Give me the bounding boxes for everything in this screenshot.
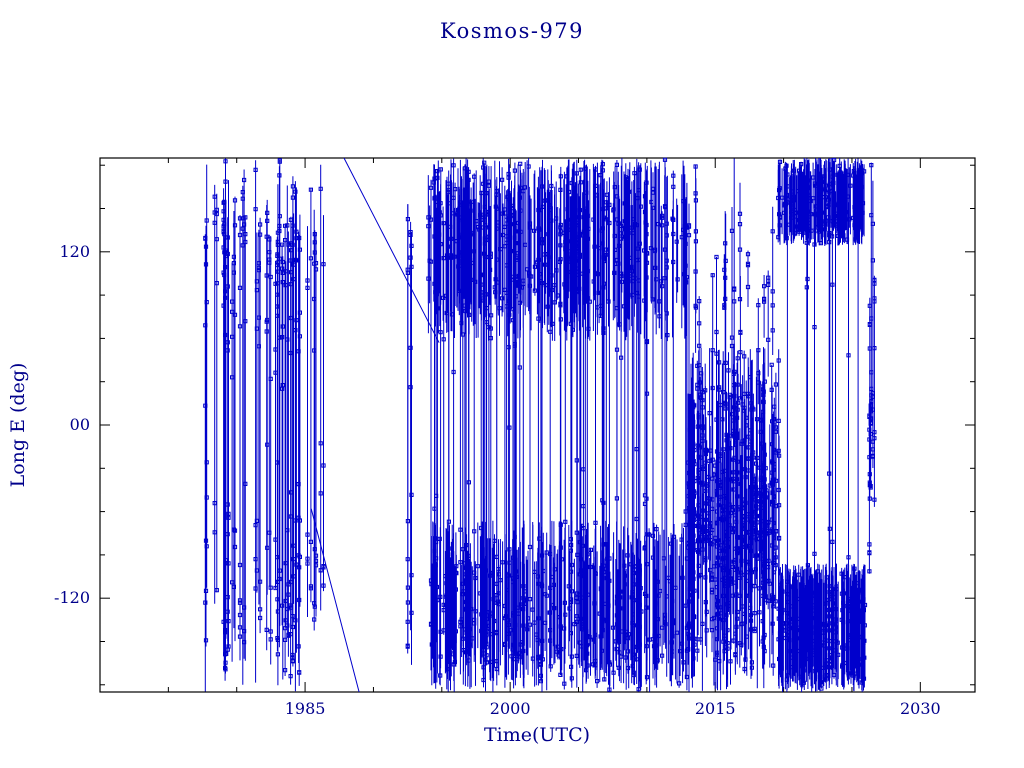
- x-tick-label: 2015: [695, 699, 736, 718]
- y-tick-label: 00: [70, 415, 90, 434]
- y-tick-label: 120: [59, 242, 90, 261]
- data-strokes: [204, 158, 875, 692]
- chart-title: Kosmos-979: [440, 19, 584, 43]
- x-tick-label: 2030: [900, 699, 941, 718]
- x-tick-label: 1985: [285, 699, 326, 718]
- tick-marks: [100, 158, 975, 692]
- data-markers: [203, 157, 877, 692]
- y-tick-labels: -120 00 120: [54, 242, 90, 607]
- y-axis-label: Long E (deg): [7, 363, 29, 488]
- x-tick-label: 2000: [490, 699, 531, 718]
- y-tick-label: -120: [54, 588, 90, 607]
- x-axis-label: Time(UTC): [484, 724, 590, 746]
- x-tick-labels: 1985 2000 2015 2030: [285, 699, 941, 718]
- drift-lines: [310, 157, 440, 693]
